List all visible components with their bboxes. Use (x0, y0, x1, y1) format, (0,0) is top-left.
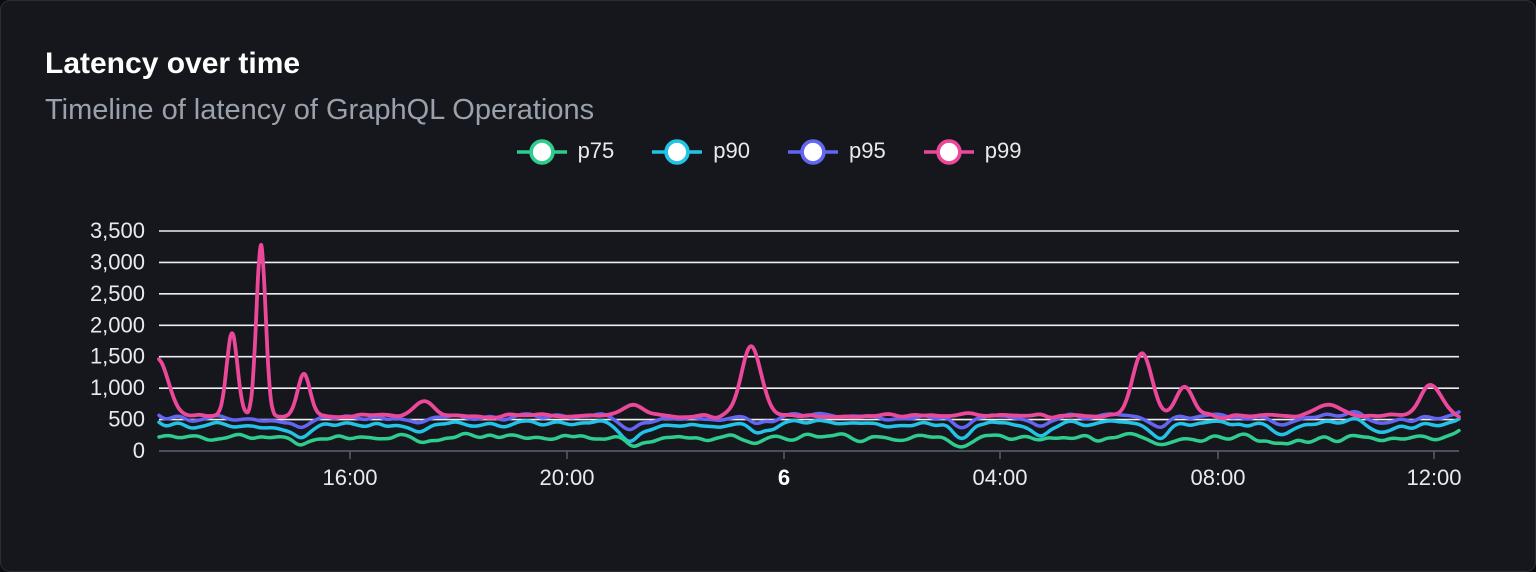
svg-text:3,500: 3,500 (90, 218, 145, 243)
svg-text:08:00: 08:00 (1190, 465, 1245, 490)
svg-text:3,000: 3,000 (90, 249, 145, 274)
svg-text:0: 0 (133, 438, 145, 463)
svg-text:2,000: 2,000 (90, 312, 145, 337)
svg-text:16:00: 16:00 (322, 465, 377, 490)
svg-text:04:00: 04:00 (972, 465, 1027, 490)
svg-text:2,500: 2,500 (90, 281, 145, 306)
svg-text:500: 500 (108, 407, 145, 432)
svg-text:1,500: 1,500 (90, 344, 145, 369)
svg-text:1,000: 1,000 (90, 375, 145, 400)
svg-text:20:00: 20:00 (539, 465, 594, 490)
svg-text:12:00: 12:00 (1406, 465, 1461, 490)
svg-text:6: 6 (778, 465, 790, 490)
